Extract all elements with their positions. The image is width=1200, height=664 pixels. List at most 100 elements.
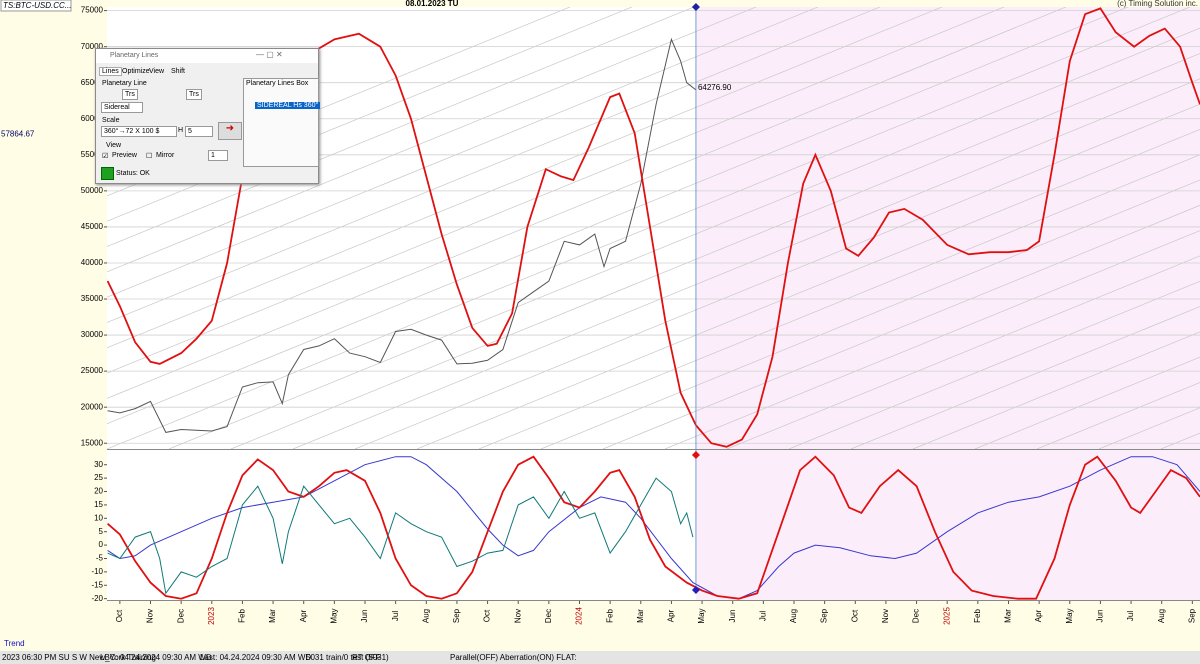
y-tick-label: 15 <box>94 500 103 509</box>
list-item[interactable]: SIDEREAL Hs 360° <box>255 102 321 109</box>
x-tick-label: Apr <box>1034 609 1043 622</box>
window-controls[interactable]: — ▢ ✕ <box>256 50 283 59</box>
status-item: LBC: 04.24.2024 09:30 AM WD <box>100 653 212 662</box>
checkbox[interactable]: ☑ <box>102 153 109 160</box>
date: 08.01.2023 TU <box>406 0 459 8</box>
y-tick-label: 50000 <box>81 186 104 195</box>
status: Status: OK <box>116 170 150 177</box>
x-tick-label: Apr <box>299 609 308 622</box>
level-label: 57864.67 <box>1 129 35 138</box>
x-tick-label: Oct <box>483 609 492 622</box>
status-item: 2023 06:30 PM SU S W New_York Training <box>2 653 156 662</box>
y-tick-label: 25 <box>94 473 103 482</box>
x-tick-label: Sep <box>452 608 461 623</box>
y-tick-label: 75000 <box>81 6 104 15</box>
x-tick-label: 2024 <box>575 607 584 625</box>
status-items: 2023 06:30 PM SU S W New_York TrainingLB… <box>2 653 577 662</box>
planetary-line <box>478 154 1200 449</box>
planetary-lines-dialog[interactable]: Planetary Lines — ▢ ✕ Lines Optimize Vie… <box>95 48 321 184</box>
select[interactable]: Sidereal <box>101 102 143 113</box>
y-tick-label: -5 <box>96 554 104 563</box>
y-tick-label: 10 <box>94 513 103 522</box>
scale-field[interactable]: 360°→72 X 100 $ <box>101 126 177 137</box>
cursor-marker <box>691 3 700 11</box>
tab[interactable]: Shift <box>171 68 186 75</box>
planetary-lines <box>107 7 1200 449</box>
planetary-line <box>107 7 1067 399</box>
select[interactable]: Trs <box>186 89 202 100</box>
x-tick-label: Mar <box>1004 609 1013 623</box>
tab[interactable]: View <box>149 68 165 75</box>
y-tick-label: 70000 <box>81 42 104 51</box>
y-tick-label: 25000 <box>81 366 104 375</box>
planetary-line <box>230 53 1200 449</box>
planetary-line <box>354 103 1200 449</box>
h-field[interactable]: 5 <box>185 126 213 137</box>
y-tick-label: 45000 <box>81 222 104 231</box>
y-tick-label: 15000 <box>81 438 104 447</box>
title-bar <box>96 49 318 63</box>
planetary-line <box>292 78 1200 449</box>
tab[interactable]: Optimize <box>122 68 150 75</box>
y-tick-label: 5 <box>99 527 104 536</box>
status-bar <box>0 651 1200 664</box>
y-tick-label: -10 <box>91 567 103 576</box>
planetary-line <box>540 179 1200 449</box>
label: Preview <box>112 152 137 159</box>
x-tick-label: Jul <box>1126 611 1135 621</box>
planetary-line <box>107 7 881 323</box>
planetary-line <box>974 356 1200 449</box>
symbol: TS:BTC-USD.CC... <box>3 1 71 10</box>
label: Scale <box>102 117 120 124</box>
planetary-line <box>107 7 757 273</box>
y-tick-label: 30000 <box>81 330 104 339</box>
y-tick-label: -20 <box>91 594 103 603</box>
x-tick-label: Nov <box>513 609 522 623</box>
x-tick-label: Mar <box>636 609 645 623</box>
x-tick-label: Feb <box>605 609 614 623</box>
x-tick-label: Oct <box>850 609 859 622</box>
x-tick-label: May <box>1065 608 1074 623</box>
x-tick-label: Feb <box>238 609 247 623</box>
x-tick-label: Oct <box>115 609 124 622</box>
label: H <box>178 127 184 134</box>
y-tick-label: 20 <box>94 487 103 496</box>
x-tick-label: Jun <box>360 610 369 623</box>
x-tick-label: Jul <box>391 611 400 621</box>
status-item: Last: 04.24.2024 09:30 AM WD <box>200 653 311 662</box>
select[interactable]: Trs <box>122 89 138 100</box>
planetary-line <box>912 331 1200 449</box>
x-tick-label: Aug <box>421 609 430 623</box>
planetary-line <box>107 7 1005 374</box>
status-item: RT OFF <box>352 653 381 662</box>
x-tick-label: Apr <box>667 609 676 622</box>
dialog-title: Planetary Lines <box>110 52 159 59</box>
tab[interactable]: Lines <box>99 67 122 76</box>
planetary-line <box>602 204 1200 449</box>
x-tick-label: Jul <box>758 611 767 621</box>
apply-button[interactable]: ➜ <box>218 122 242 140</box>
y-tick-label: 0 <box>99 540 104 549</box>
x-tick-label: Nov <box>881 609 890 623</box>
x-tick-label: May <box>329 608 338 623</box>
forecast-shade <box>695 7 1200 600</box>
x-tick-label: May <box>697 608 706 623</box>
copyright: (c) Timing Solution inc. <box>1117 0 1198 8</box>
label: Mirror <box>156 152 175 159</box>
x-tick-label: Nov <box>146 609 155 623</box>
x-tick-label: 2025 <box>942 607 951 625</box>
label: View <box>106 142 122 149</box>
planetary-line <box>850 306 1200 449</box>
y-tick-label: 30 <box>94 460 103 469</box>
label: Planetary Lines Box <box>246 80 309 87</box>
checkbox[interactable]: ☐ <box>146 153 153 160</box>
x-tick-label: Sep <box>820 608 829 623</box>
planetary-line <box>664 230 1200 449</box>
y-tick-label: 20000 <box>81 402 104 411</box>
planetary-line <box>788 280 1200 449</box>
x-tick-label: Mar <box>268 609 277 623</box>
x-tick-label: Dec <box>176 609 185 623</box>
spin-field[interactable]: 1 <box>208 150 228 161</box>
